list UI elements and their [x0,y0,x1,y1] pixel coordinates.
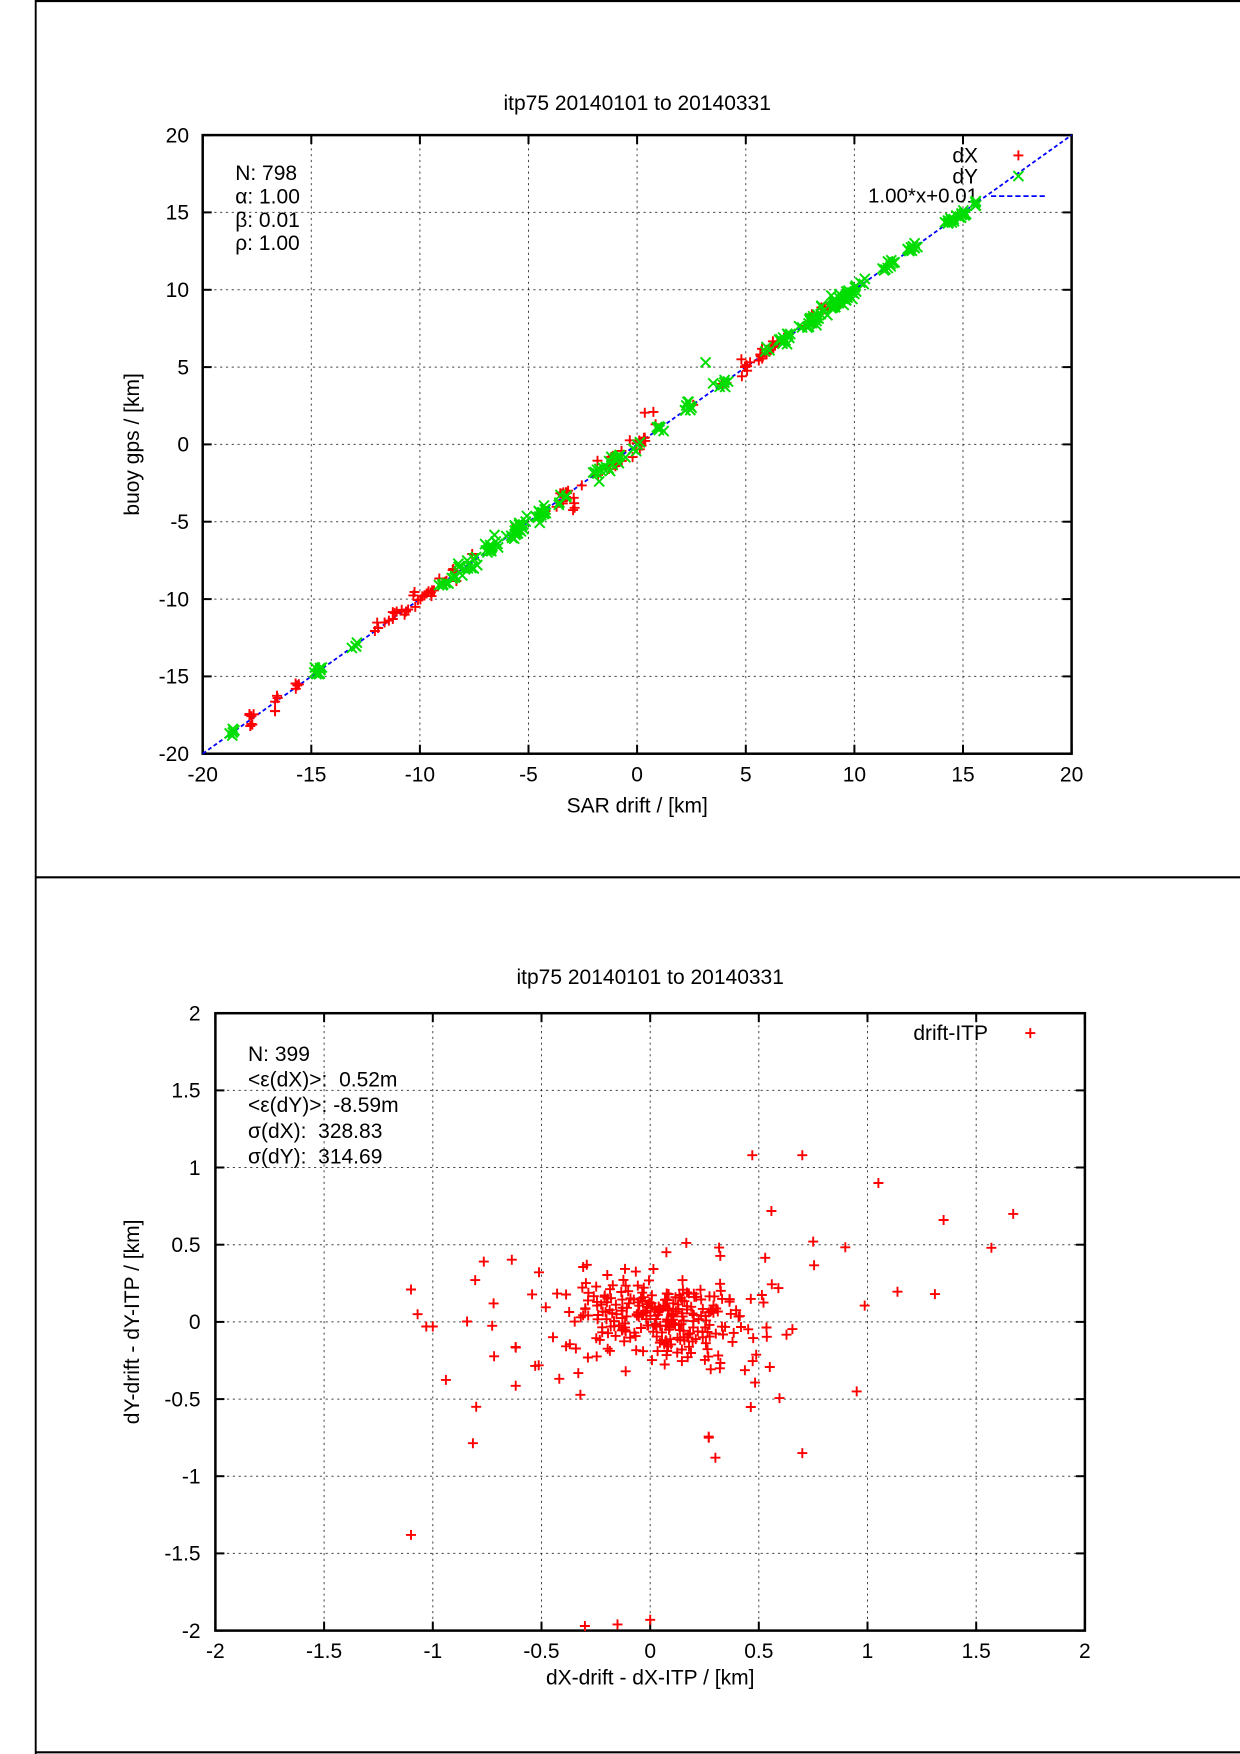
svg-text:15: 15 [951,764,974,787]
svg-text:-1.5: -1.5 [164,1543,200,1566]
svg-text:buoy gps / [km]: buoy gps / [km] [121,373,144,515]
svg-text:dY-drift - dY-ITP / [km]: dY-drift - dY-ITP / [km] [121,1220,144,1425]
svg-text:σ(dY): 314.69: σ(dY): 314.69 [248,1145,382,1168]
svg-text:dX-drift - dX-ITP / [km]: dX-drift - dX-ITP / [km] [546,1667,754,1690]
svg-text:-20: -20 [159,743,189,766]
svg-text:SAR drift / [km]: SAR drift / [km] [567,795,708,818]
svg-text:0: 0 [631,764,643,787]
svg-text:α: 1.00: α: 1.00 [235,185,300,208]
svg-text:5: 5 [177,356,189,379]
svg-text:dX: dX [952,145,978,168]
svg-text:-1: -1 [423,1640,442,1663]
svg-text:N: 399: N: 399 [248,1043,310,1066]
svg-text:-10: -10 [159,588,189,611]
svg-text:drift-ITP: drift-ITP [913,1022,988,1045]
svg-text:<ε(dY)>: -8.59m: <ε(dY)>: -8.59m [248,1094,399,1117]
svg-text:15: 15 [166,202,189,225]
svg-text:0: 0 [644,1640,656,1663]
svg-text:-15: -15 [296,764,326,787]
svg-text:-2: -2 [206,1640,225,1663]
svg-text:20: 20 [1060,764,1083,787]
svg-text:1: 1 [862,1640,874,1663]
svg-text:0.5: 0.5 [744,1640,773,1663]
svg-text:2: 2 [1079,1640,1091,1663]
svg-text:1: 1 [189,1157,201,1180]
svg-text:1.5: 1.5 [171,1080,200,1103]
svg-text:2: 2 [189,1002,201,1025]
svg-text:itp75 20140101 to 20140331: itp75 20140101 to 20140331 [516,966,783,989]
svg-text:-10: -10 [405,764,435,787]
svg-text:-2: -2 [182,1620,201,1643]
svg-text:-5: -5 [519,764,538,787]
svg-text:itp75 20140101 to 20140331: itp75 20140101 to 20140331 [503,92,770,115]
svg-text:0: 0 [189,1311,201,1334]
svg-text:10: 10 [166,279,189,302]
svg-text:-5: -5 [170,511,189,534]
svg-text:0.5: 0.5 [171,1234,200,1257]
svg-text:-1.5: -1.5 [306,1640,342,1663]
svg-text:-0.5: -0.5 [164,1388,200,1411]
svg-text:-15: -15 [159,666,189,689]
svg-text:1.00*x+0.01: 1.00*x+0.01 [868,184,978,207]
svg-text:1.5: 1.5 [962,1640,991,1663]
svg-text:20: 20 [166,124,189,147]
svg-text:10: 10 [843,764,866,787]
svg-text:-20: -20 [188,764,218,787]
svg-text:-0.5: -0.5 [523,1640,559,1663]
svg-text:N: 798: N: 798 [235,162,297,185]
svg-text:dY: dY [952,165,978,188]
svg-text:σ(dX): 328.83: σ(dX): 328.83 [248,1120,382,1143]
svg-text:<ε(dX)>: 0.52m: <ε(dX)>: 0.52m [248,1069,397,1092]
svg-text:ρ: 1.00: ρ: 1.00 [235,232,300,255]
svg-text:0: 0 [177,434,189,457]
svg-text:-1: -1 [182,1466,201,1489]
svg-text:β: 0.01: β: 0.01 [235,209,300,232]
svg-text:5: 5 [740,764,752,787]
